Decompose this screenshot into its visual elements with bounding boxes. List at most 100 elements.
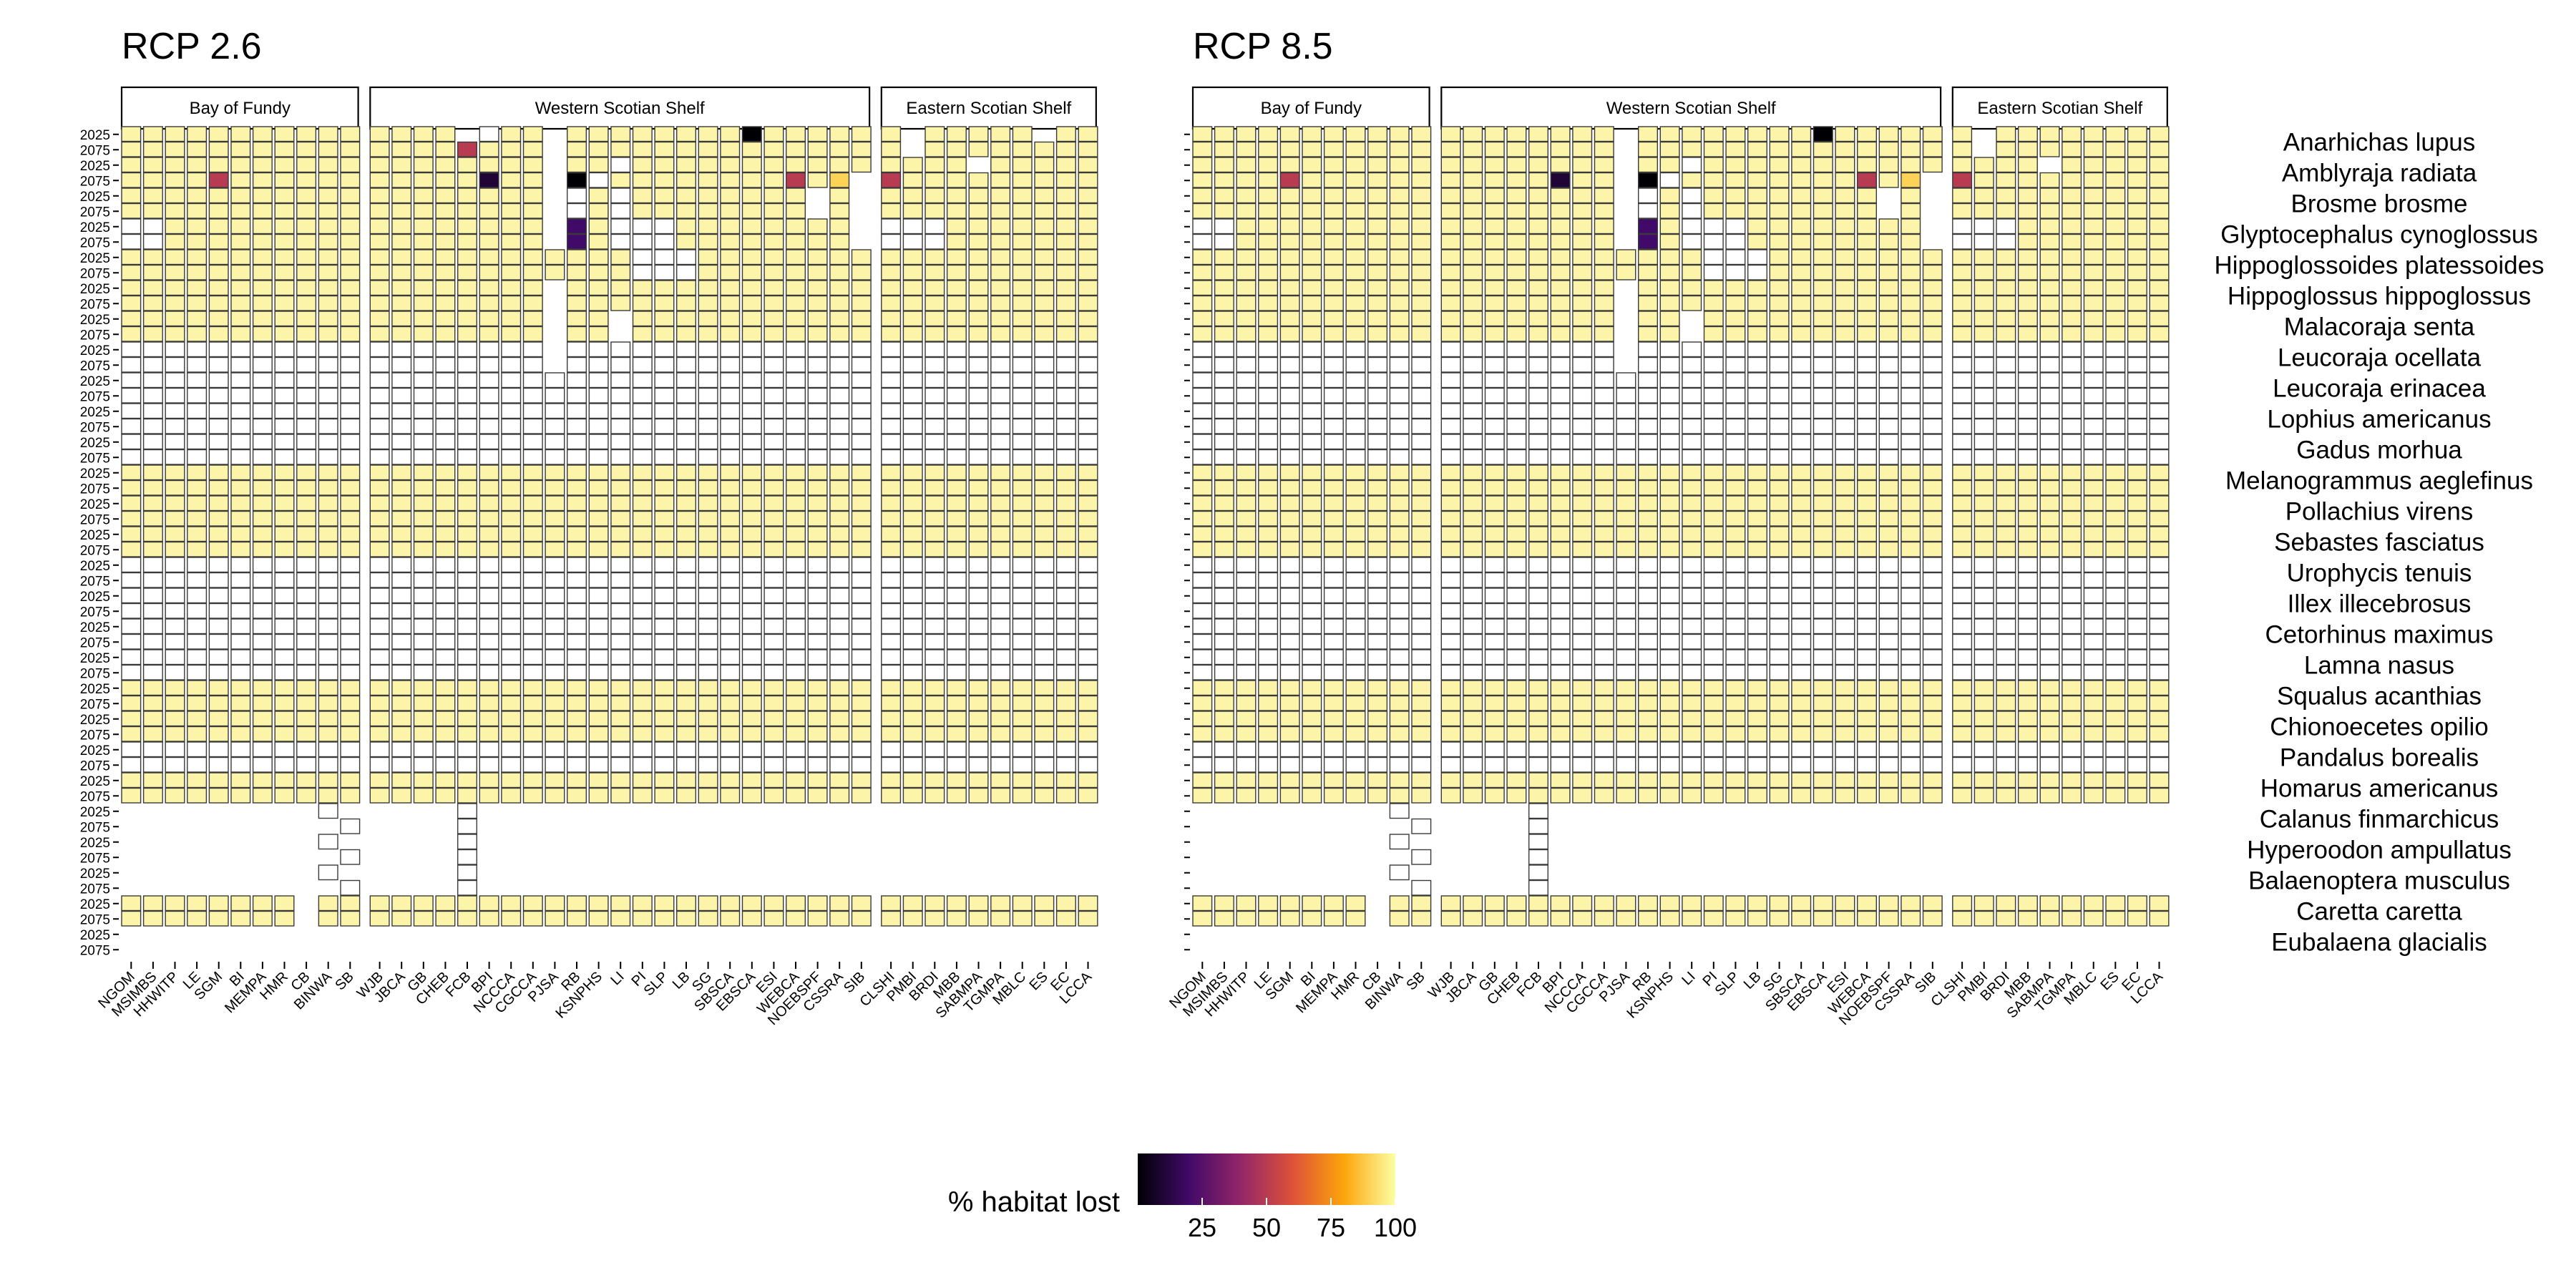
heat-cell [230, 726, 251, 742]
heat-cell [829, 526, 850, 542]
heat-cell [1659, 464, 1680, 481]
heat-cell [1012, 526, 1033, 542]
heat-cell [676, 602, 697, 619]
heat-cell [369, 618, 390, 635]
heat-cell [1952, 741, 1973, 758]
heat-cell [1791, 772, 1812, 789]
heat-cell [1463, 479, 1483, 496]
heat-cell [567, 526, 587, 542]
heat-cell [924, 895, 945, 912]
heat-cell [1302, 633, 1322, 650]
legend: % habitat lost 25 50 75 100 [948, 1153, 1417, 1242]
heat-cell [990, 633, 1011, 650]
heat-cell [1214, 403, 1234, 419]
heat-cell [230, 311, 251, 327]
heat-cell [1411, 587, 1432, 604]
heat-cell [1747, 787, 1768, 804]
heat-cell [2083, 341, 2104, 358]
heat-cell [1034, 726, 1055, 742]
heat-cell [1616, 464, 1636, 481]
heat-cell [1769, 680, 1790, 696]
heat-cell [1974, 695, 1994, 711]
heat-cell [1389, 233, 1410, 250]
heat-cell [1725, 572, 1746, 588]
heat-cell [479, 203, 499, 219]
heat-cell [391, 233, 412, 250]
heat-cell [1594, 157, 1614, 173]
heat-cell [1616, 787, 1636, 804]
heat-cell [1484, 557, 1505, 573]
heat-cell [2039, 910, 2060, 927]
heat-cell [1659, 557, 1680, 573]
heat-cell [632, 126, 653, 142]
heat-cell [340, 849, 361, 865]
heat-cell [1506, 741, 1527, 758]
heat-cell [435, 172, 456, 188]
heat-cell [1078, 756, 1098, 773]
heat-cell [1214, 172, 1234, 188]
heat-cell [968, 372, 989, 389]
heat-cell [968, 434, 989, 450]
heat-cell [522, 541, 543, 557]
heat-cell [786, 233, 806, 250]
heat-cell [946, 787, 967, 804]
heat-cell [1901, 787, 1921, 804]
heat-cell [1463, 372, 1483, 389]
heat-cell [741, 172, 762, 188]
heat-cell [165, 680, 185, 696]
heat-cell [1974, 510, 1994, 527]
heat-cell [413, 787, 434, 804]
heat-cell [121, 264, 142, 280]
heat-cell [902, 510, 923, 527]
heat-cell [252, 726, 273, 742]
heat-cell [1078, 526, 1098, 542]
heat-cell [1974, 479, 1994, 496]
heat-cell [142, 910, 163, 927]
heat-cell [2149, 233, 2170, 250]
heat-cell [435, 557, 456, 573]
heat-cell [1550, 510, 1571, 527]
heat-cell [1791, 633, 1812, 650]
heat-cell [1012, 311, 1033, 327]
heat-cell [1996, 418, 2016, 434]
heat-cell [187, 311, 208, 327]
heat-cell [1813, 403, 1833, 419]
heat-cell [1791, 203, 1812, 219]
heat-cell [1922, 633, 1943, 650]
heat-cell [479, 126, 499, 142]
heat-cell [208, 510, 229, 527]
heat-cell [501, 372, 522, 389]
heat-cell [1703, 557, 1724, 573]
heat-cell [545, 495, 565, 512]
heat-cell [881, 711, 902, 727]
heat-cell [1389, 711, 1410, 727]
heat-cell [2062, 141, 2082, 157]
heat-cell [252, 895, 273, 912]
heat-cell [1506, 479, 1527, 496]
heat-cell [1411, 341, 1432, 358]
heat-cell [1345, 326, 1366, 342]
heat-cell [413, 649, 434, 665]
heat-cell [187, 141, 208, 157]
heat-cell [208, 633, 229, 650]
heat-cell [763, 495, 784, 512]
heat-cell [457, 664, 478, 680]
heat-cell [1367, 311, 1388, 327]
heat-cell [946, 280, 967, 296]
heat-cell [1703, 311, 1724, 327]
heat-cell [1594, 633, 1614, 650]
heat-cell [588, 741, 609, 758]
heat-cell [208, 726, 229, 742]
heat-cell [1996, 895, 2016, 912]
heat-cell [1682, 434, 1702, 450]
heat-cell [1236, 726, 1257, 742]
heat-cell [1012, 910, 1033, 927]
heat-cell [1192, 756, 1213, 773]
heat-cell [1835, 787, 1855, 804]
heat-cell [924, 403, 945, 419]
heat-cell [1857, 741, 1878, 758]
heat-cell [1484, 326, 1505, 342]
heat-cell [545, 418, 565, 434]
heat-cell [2149, 541, 2170, 557]
heat-cell [252, 126, 273, 142]
